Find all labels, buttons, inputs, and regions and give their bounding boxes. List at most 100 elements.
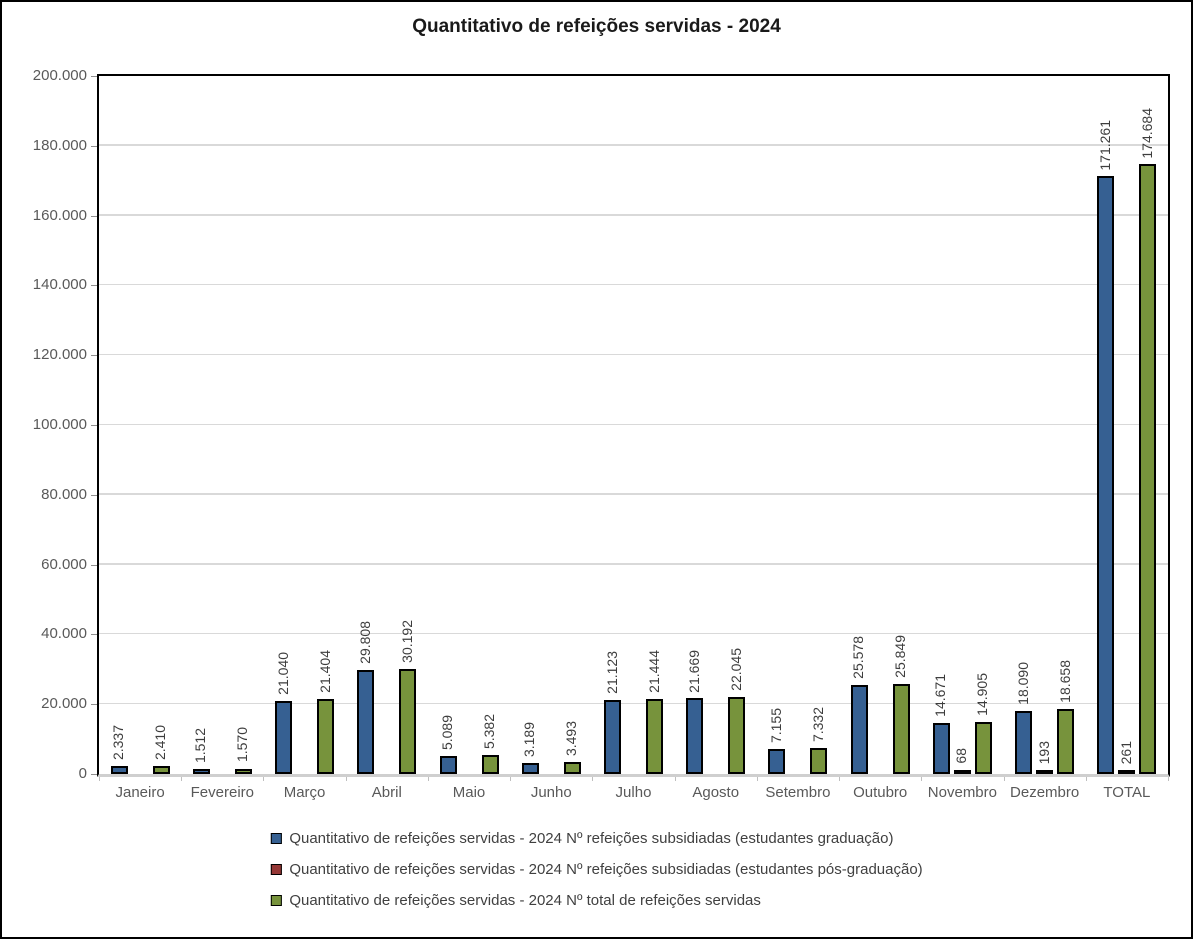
y-tick-label: 200.000 [32, 67, 87, 84]
bar [1015, 710, 1033, 774]
bar [192, 768, 210, 774]
x-tick-label: Julho [615, 784, 652, 801]
plot-inner: 2.337 2.410 1.512 1.570 21.040 21.404 29.808 30… [99, 76, 1168, 774]
bar-label: 174.684 [1138, 107, 1155, 159]
x-tick-label: Junho [530, 784, 572, 801]
bar [728, 697, 746, 774]
y-axis-tick [91, 285, 97, 287]
gridline [99, 214, 1168, 216]
y-axis-tick [91, 564, 97, 566]
legend-swatch-icon [270, 864, 282, 875]
x-axis-tick [921, 777, 923, 781]
y-tick-label: 120.000 [32, 346, 87, 364]
y-tick-label: 100.000 [32, 416, 87, 433]
bar [1097, 176, 1115, 774]
y-axis-tick [91, 145, 97, 147]
y-axis-tick [91, 76, 97, 77]
bar [932, 722, 950, 774]
bar [521, 762, 539, 774]
bar [850, 684, 868, 774]
bar [481, 755, 499, 774]
bar [646, 699, 663, 774]
legend-item: Quantitativo de refeições servidas - 202… [270, 861, 923, 878]
y-tick-label: 80.000 [41, 485, 87, 503]
x-axis-tick [674, 777, 676, 781]
legend-swatch-icon [270, 895, 282, 906]
legend-label: Quantitativo de refeições servidas - 202… [289, 830, 894, 847]
x-tick-label: Fevereiro [190, 784, 254, 801]
legend-label: Quantitativo de refeições servidas - 202… [289, 892, 761, 909]
bar-label: 21.123 [603, 651, 620, 695]
bar [1118, 770, 1136, 774]
x-axis-tick [181, 777, 183, 781]
x-axis-tick [1085, 777, 1087, 781]
bar-label: 7.155 [767, 707, 784, 744]
bar-label: 5.089 [439, 715, 456, 751]
bar-label: 25.849 [892, 634, 909, 678]
bar-label: 193 [1035, 740, 1052, 764]
legend: Quantitativo de refeições servidas - 202… [270, 830, 923, 923]
bar-label: 5.382 [481, 714, 498, 750]
bar-label: 7.332 [809, 707, 826, 743]
y-tick-label: 180.000 [32, 136, 87, 154]
bar-label: 3.189 [521, 721, 538, 757]
y-tick-label: 140.000 [32, 276, 87, 294]
y-axis-tick [91, 355, 97, 357]
bar-label: 21.040 [274, 651, 291, 695]
x-tick-label: TOTAL [1103, 784, 1151, 801]
bar-label: 3.493 [563, 720, 580, 756]
chart-title: Quantitativo de refeições servidas - 202… [412, 16, 781, 37]
bar [953, 770, 971, 774]
bar [439, 756, 457, 774]
bar-label: 18.658 [1056, 660, 1073, 703]
bar-label: 22.045 [727, 648, 744, 692]
y-axis-tick [91, 774, 97, 775]
bar-label: 2.337 [110, 724, 127, 760]
bar-label: 21.669 [685, 649, 702, 693]
legend-label: Quantitativo de refeições servidas - 202… [289, 861, 923, 878]
bar-label: 14.671 [932, 673, 949, 717]
x-axis-tick [427, 777, 429, 781]
bar [317, 699, 335, 774]
x-tick-label: Agosto [692, 784, 740, 801]
y-axis-tick [91, 704, 97, 706]
x-tick-label: Dezembro [1010, 784, 1080, 801]
x-axis-tick [510, 777, 512, 781]
bar [1139, 164, 1157, 774]
x-axis-tick [99, 777, 100, 781]
bar [563, 761, 581, 774]
gridline [99, 353, 1168, 356]
bar-label: 21.404 [316, 650, 333, 694]
x-axis-tick [839, 777, 841, 781]
x-axis-tick [592, 777, 594, 781]
y-axis-tick [91, 494, 97, 496]
bar [892, 683, 910, 774]
bar [152, 765, 170, 774]
x-axis-tick [1003, 777, 1005, 781]
gridline [99, 493, 1168, 495]
bar [604, 700, 621, 774]
x-axis-tick [1168, 777, 1169, 781]
y-tick-label: 0 [78, 765, 87, 782]
bar [234, 768, 252, 774]
legend-item: Quantitativo de refeições servidas - 202… [270, 830, 922, 847]
x-tick-label: Março [283, 784, 326, 801]
y-tick-label: 60.000 [41, 555, 87, 573]
legend-item: Quantitativo de refeições servidas - 202… [270, 892, 922, 909]
y-tick-label: 20.000 [41, 695, 87, 713]
bar [686, 698, 704, 774]
bar-label: 261 [1117, 740, 1134, 764]
gridline [99, 702, 1168, 705]
bar [768, 749, 786, 774]
plot-area: 2.337 2.410 1.512 1.570 21.040 21.404 29.808 30… [97, 74, 1170, 777]
bar-label: 29.808 [356, 621, 373, 664]
bar [357, 669, 375, 774]
bar [1036, 770, 1054, 774]
x-tick-label: Abril [371, 784, 402, 801]
gridline [99, 632, 1168, 635]
bar-label: 68 [953, 748, 970, 764]
bar-label: 14.905 [974, 673, 991, 716]
bar-label: 21.444 [645, 650, 662, 694]
x-axis-tick [263, 777, 265, 781]
